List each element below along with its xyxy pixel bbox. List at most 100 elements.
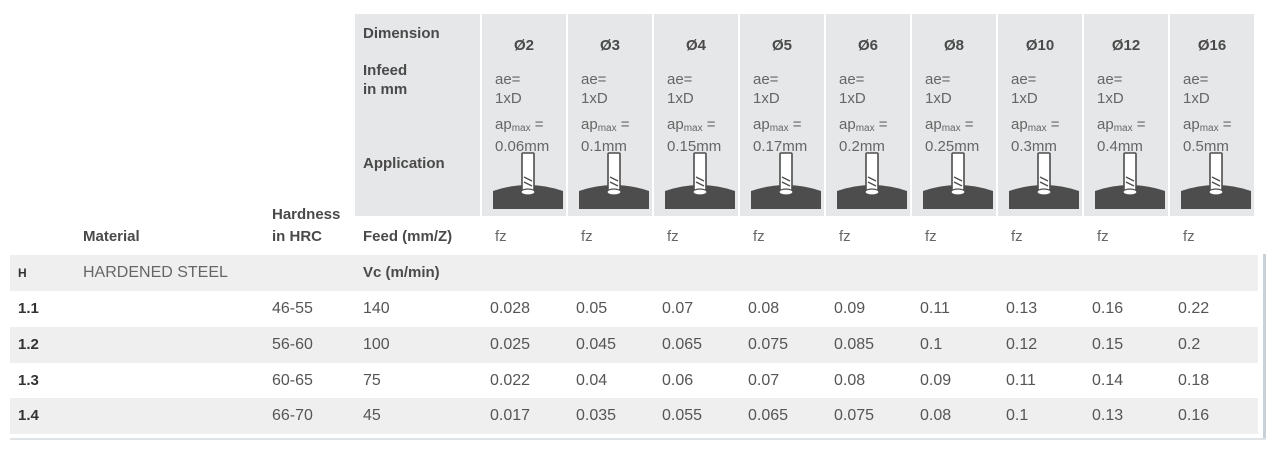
dimension-label: Dimension: [363, 25, 440, 42]
ae-value: ae= 1xD: [839, 71, 866, 107]
hardness-value: 56-60: [272, 336, 313, 353]
dimension-value: Ø2: [513, 37, 534, 54]
feed-value: 0.025: [490, 336, 531, 353]
ap-max-value: apmax = 0.5mm: [1183, 116, 1232, 155]
feed-value: 0.11: [920, 300, 950, 317]
feed-value: 0.065: [662, 336, 703, 353]
ap-max-value: apmax = 0.06mm: [495, 116, 550, 155]
feed-value: 0.11: [1006, 372, 1036, 389]
group-name: HARDENED STEEL: [83, 264, 228, 281]
end-mill-tool-icon: [837, 152, 907, 209]
diameter-column: Ø12 ae= 1xD apmax = 0.4mm: [1084, 14, 1168, 216]
ap-max-value: apmax = 0.3mm: [1011, 116, 1060, 155]
material-label: Material: [83, 228, 140, 245]
row-id: 1.1: [18, 300, 39, 317]
feed-value: 0.028: [490, 300, 531, 317]
ap-max-value: apmax = 0.15mm: [667, 116, 722, 155]
header-label-column: Dimension Infeed in mm Application: [355, 14, 480, 216]
diameter-column: Ø6 ae= 1xD apmax = 0.2mm: [826, 14, 910, 216]
dimension-value: Ø3: [599, 37, 620, 54]
feed-value: 0.18: [1178, 372, 1210, 389]
table-row: 1.2 56-60 100 0.025 0.045 0.065 0.075 0.085 0.1 0…: [10, 327, 1258, 363]
row-id: 1.2: [18, 336, 39, 353]
feed-value: 0.16: [1092, 300, 1124, 317]
fz-label: fz: [495, 228, 507, 245]
feed-value: 0.075: [834, 407, 875, 424]
feed-value: 0.022: [490, 372, 531, 389]
fz-label: fz: [581, 228, 593, 245]
feed-value: 0.1: [920, 336, 943, 353]
dimension-value: Ø4: [685, 37, 706, 54]
end-mill-tool-icon: [493, 152, 563, 209]
fz-label: fz: [1097, 228, 1109, 245]
feed-value: 0.07: [748, 372, 780, 389]
row-id: 1.4: [18, 407, 39, 424]
fz-label: fz: [1011, 228, 1023, 245]
ap-max-value: apmax = 0.2mm: [839, 116, 888, 155]
feed-value: 0.1: [1006, 407, 1029, 424]
end-mill-tool-icon: [1009, 152, 1079, 209]
feed-label: Feed (mm/Z): [363, 228, 453, 245]
dimension-value: Ø5: [771, 37, 792, 54]
vc-value: 45: [363, 407, 381, 424]
infeed-label-line1: Infeed: [363, 62, 408, 79]
end-mill-tool-icon: [579, 152, 649, 209]
hardness-label-line2: in HRC: [272, 228, 322, 245]
hardness-value: 60-65: [272, 372, 313, 389]
feed-value: 0.08: [834, 372, 866, 389]
infeed-label-line2: in mm: [363, 81, 408, 98]
vc-value: 100: [363, 336, 390, 353]
ap-max-value: apmax = 0.25mm: [925, 116, 980, 155]
feed-value: 0.2: [1178, 336, 1201, 353]
diameter-column: Ø3 ae= 1xD apmax = 0.1mm: [568, 14, 652, 216]
ap-max-value: apmax = 0.1mm: [581, 116, 630, 155]
feed-value: 0.08: [748, 300, 780, 317]
ap-max-value: apmax = 0.17mm: [753, 116, 808, 155]
dimension-value: Ø12: [1111, 37, 1141, 54]
feed-value: 0.017: [490, 407, 531, 424]
diameter-column: Ø8 ae= 1xD apmax = 0.25mm: [912, 14, 996, 216]
scroll-edge-line: [1263, 254, 1266, 438]
vc-value: 75: [363, 372, 381, 389]
feed-value: 0.09: [834, 300, 866, 317]
vc-label: Vc (m/min): [363, 264, 440, 281]
ap-max-value: apmax = 0.4mm: [1097, 116, 1146, 155]
dimension-value: Ø16: [1197, 37, 1227, 54]
hardness-value: 66-70: [272, 407, 313, 424]
feed-value: 0.13: [1006, 300, 1038, 317]
application-label: Application: [363, 155, 445, 172]
feed-value: 0.13: [1092, 407, 1124, 424]
row-id: 1.3: [18, 372, 39, 389]
feed-value: 0.06: [662, 372, 694, 389]
dimension-value: Ø6: [857, 37, 878, 54]
feed-value: 0.15: [1092, 336, 1124, 353]
feed-value: 0.07: [662, 300, 694, 317]
group-row: H HARDENED STEEL Vc (m/min): [10, 255, 1258, 291]
feed-value: 0.055: [662, 407, 703, 424]
diameter-column: Ø16 ae= 1xD apmax = 0.5mm: [1170, 14, 1254, 216]
feed-value: 0.045: [576, 336, 617, 353]
ae-value: ae= 1xD: [925, 71, 952, 107]
feed-value: 0.14: [1092, 372, 1124, 389]
ae-value: ae= 1xD: [581, 71, 608, 107]
feed-value: 0.09: [920, 372, 952, 389]
feed-value: 0.05: [576, 300, 608, 317]
ae-value: ae= 1xD: [495, 71, 522, 107]
feed-value: 0.12: [1006, 336, 1038, 353]
table-row: 1.1 46-55 140 0.028 0.05 0.07 0.08 0.09 0.11 0.13…: [10, 291, 1258, 327]
diameter-column: Ø10 ae= 1xD apmax = 0.3mm: [998, 14, 1082, 216]
diameter-column: Ø5 ae= 1xD apmax = 0.17mm: [740, 14, 824, 216]
fz-label: fz: [667, 228, 679, 245]
fz-label: fz: [839, 228, 851, 245]
hardness-label-line1: Hardness: [272, 206, 341, 223]
table-row: 1.3 60-65 75 0.022 0.04 0.06 0.07 0.08 0.09 0.11 0…: [10, 363, 1258, 399]
diameter-column: Ø2 ae= 1xD apmax = 0.06mm: [482, 14, 566, 216]
ae-value: ae= 1xD: [1097, 71, 1124, 107]
end-mill-tool-icon: [923, 152, 993, 209]
table-row: 1.4 66-70 45 0.017 0.035 0.055 0.065 0.075 0.08 0…: [10, 398, 1258, 434]
end-mill-tool-icon: [1181, 152, 1251, 209]
feed-value: 0.035: [576, 407, 617, 424]
ae-value: ae= 1xD: [1183, 71, 1210, 107]
fz-label: fz: [1183, 228, 1195, 245]
